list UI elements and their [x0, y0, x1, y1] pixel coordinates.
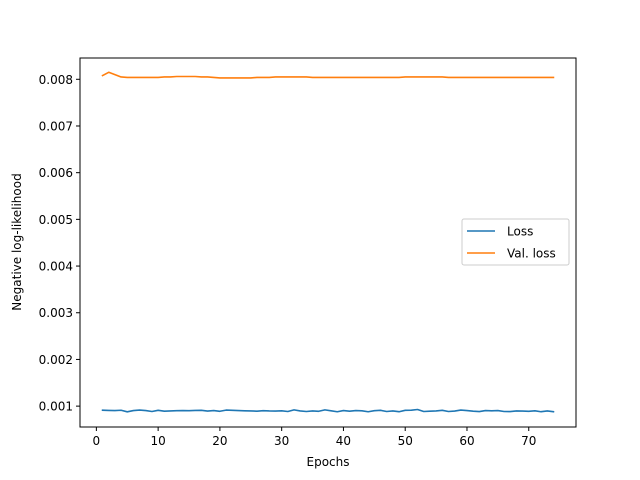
x-tick-label: 10 — [150, 434, 165, 448]
x-tick-label: 30 — [274, 434, 289, 448]
x-tick-label: 0 — [93, 434, 101, 448]
y-tick-label: 0.001 — [39, 400, 73, 414]
y-tick-label: 0.004 — [39, 260, 73, 274]
series-line-loss — [101, 408, 555, 413]
legend-label-loss: Loss — [507, 225, 533, 239]
plot-frame — [79, 57, 577, 428]
ticks-layer: 0 10 20 30 40 50 60 70 0.001 0.002 0.003 0.004 0.005… — [39, 73, 537, 448]
y-axis-label: Negative log-likelihood — [10, 173, 24, 310]
x-axis-label: Epochs — [307, 455, 350, 469]
y-tick-label: 0.002 — [39, 353, 73, 367]
series-line-val-loss — [101, 71, 555, 79]
legend: Loss Val. loss — [461, 218, 570, 266]
legend-label-val-loss: Val. loss — [507, 247, 556, 261]
series-layer — [101, 71, 555, 413]
x-tick-label: 20 — [212, 434, 227, 448]
y-tick-label: 0.007 — [39, 119, 73, 133]
x-tick-label: 70 — [521, 434, 536, 448]
y-tick-label: 0.005 — [39, 213, 73, 227]
y-tick-label: 0.006 — [39, 166, 73, 180]
y-tick-label: 0.003 — [39, 306, 73, 320]
x-tick-label: 60 — [459, 434, 474, 448]
y-tick-label: 0.008 — [39, 73, 73, 87]
x-tick-label: 40 — [336, 434, 351, 448]
x-tick-label: 50 — [398, 434, 413, 448]
